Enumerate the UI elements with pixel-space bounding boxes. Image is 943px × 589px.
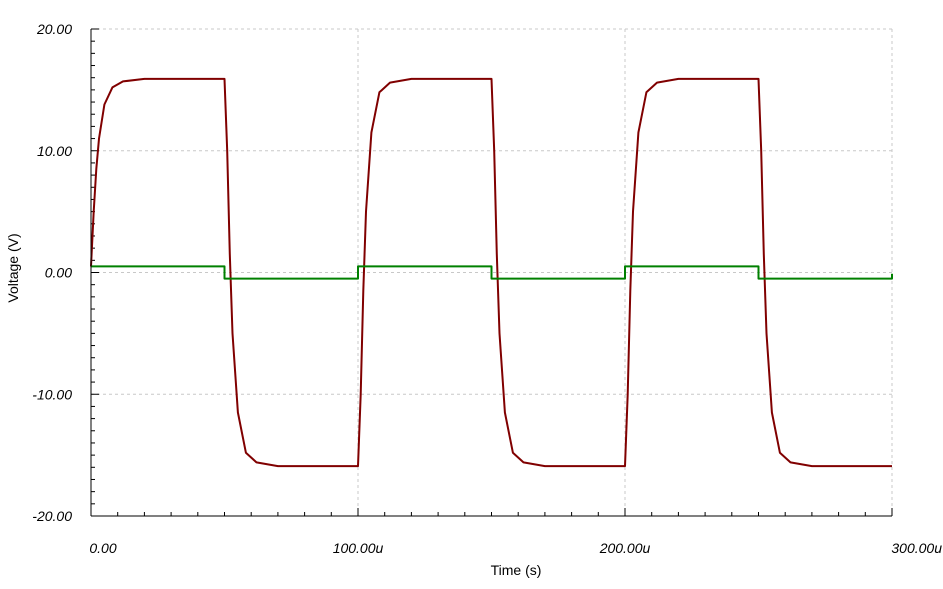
y-tick-label: -10.00 (32, 386, 72, 402)
y-tick-label: 0.00 (45, 265, 72, 281)
y-axis-title: Voltage (V) (5, 233, 21, 302)
series-layer (90, 77, 893, 468)
minor-ticks (90, 28, 893, 517)
y-tick-label: 20.00 (36, 21, 72, 37)
series-line-0 (90, 77, 892, 468)
x-tick-label: 200.00u (599, 540, 651, 556)
x-tick-label: 0.00 (89, 540, 116, 556)
x-tick-label: 300.00u (891, 540, 942, 556)
tick-labels: 20.00 10.00 0.00 -10.00 -20.00 0.00 100.00u 200… (32, 21, 942, 556)
y-tick-label: -20.00 (32, 508, 72, 524)
x-tick-label: 100.00u (333, 540, 384, 556)
x-axis-title: Time (s) (491, 562, 542, 578)
series-line-1 (91, 265, 893, 280)
y-tick-label: 10.00 (37, 143, 72, 159)
